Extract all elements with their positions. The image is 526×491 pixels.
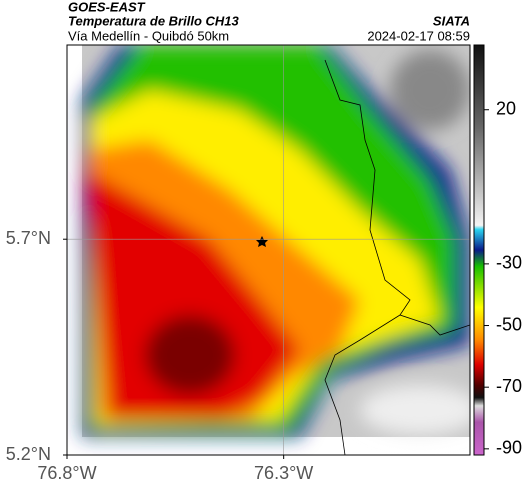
lat-tick-label: 5.2°N (6, 444, 51, 464)
colorbar (473, 44, 485, 456)
lon-tick-label: 76.8°W (37, 463, 96, 483)
timestamp: 2024-02-17 08:59 (367, 28, 470, 43)
colorbar-tick-label: -50 (496, 314, 522, 334)
org: SIATA (433, 13, 470, 28)
source: GOES-EAST (68, 0, 146, 14)
colorbar-tick-label: -30 (496, 253, 522, 273)
satellite-image (67, 45, 470, 455)
colorbar-tick-label: -90 (496, 438, 522, 458)
colorbar-tick-label: -70 (496, 376, 522, 396)
lat-tick-label: 5.7°N (6, 228, 51, 248)
colorbar-tick-label: 20 (496, 98, 516, 118)
lon-tick-label: 76.3°W (254, 463, 313, 483)
title: Temperatura de Brillo CH13 (68, 13, 240, 28)
grid (67, 45, 470, 455)
subtitle: Vía Medellín - Quibdó 50km (68, 28, 229, 43)
map-frame (66, 44, 471, 456)
